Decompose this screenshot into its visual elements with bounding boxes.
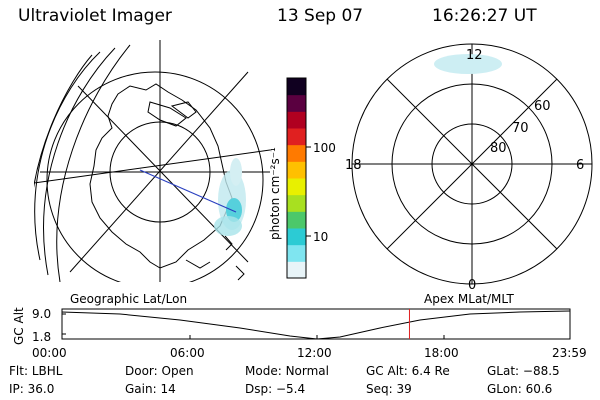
x-tick-0600: 06:00 [170,346,205,360]
mlat-label-80: 80 [490,141,507,156]
color-bar-segment [287,144,306,162]
geographic-map [34,40,270,282]
color-bar-segment [287,111,306,129]
aurora-emission [214,158,246,236]
y-tick-9: 9.0 [32,307,51,321]
date-label: 13 Sep 07 [277,6,364,26]
status-flt: Flt: LBHL [9,364,63,378]
colorbar-tick-10: 10 [313,230,328,244]
x-tick-1200: 12:00 [297,346,332,360]
color-bar-segment [287,261,306,279]
status-gain: Gain: 14 [125,382,176,396]
mlt-label-6: 6 [576,158,584,173]
geo-latlon-title: Geographic Lat/Lon [70,292,187,306]
color-bar-frame [286,77,307,279]
x-tick-2359: 23:59 [552,346,587,360]
status-glon: GLon: 60.6 [487,382,553,396]
color-bar-segment [287,228,306,246]
colorbar-unit-label: photon cm⁻²s⁻¹ [268,147,282,240]
y-tick-1-8: 1.8 [32,330,51,344]
color-bar-segment [287,128,306,146]
mlt-label-12: 12 [466,48,483,63]
polar-mlt-plot [351,43,593,285]
mlt-label-18: 18 [345,158,362,173]
lat-ring-outer [46,71,264,282]
app-title: Ultraviolet Imager [18,6,172,26]
altitude-ticks [62,313,445,339]
color-bar-segment [287,244,306,262]
x-tick-1800: 18:00 [424,346,459,360]
apex-mlat-title: Apex MLat/MLT [424,292,514,306]
mlat-label-70: 70 [512,121,529,136]
status-seq: Seq: 39 [366,382,412,396]
x-tick-0000: 00:00 [32,346,67,360]
color-bar-segment [287,194,306,212]
time-label: 16:26:27 UT [432,6,537,26]
status-glat: GLat: −88.5 [487,364,560,378]
color-bar-segment [287,161,306,179]
status-gc-alt: GC Alt: 6.4 Re [366,364,450,378]
altitude-curve [61,310,571,340]
mlt-label-0: 0 [468,278,476,293]
color-bar-segment [287,78,306,96]
color-bar [287,78,306,279]
satellite-track-line [139,169,237,213]
antarctica-coastline [89,83,233,269]
status-ip: IP: 36.0 [9,382,55,396]
status-dsp: Dsp: −5.4 [245,382,306,396]
gc-alt-axis-label: GC Alt [12,307,26,345]
colorbar-tick-100: 100 [313,141,336,155]
polar-aurora-emission [434,54,502,74]
color-bar-segment [287,178,306,196]
color-bar-segment [287,94,306,112]
color-bar-segment [287,211,306,229]
mlat-label-60: 60 [534,99,551,114]
status-mode: Mode: Normal [245,364,329,378]
status-door: Door: Open [125,364,194,378]
